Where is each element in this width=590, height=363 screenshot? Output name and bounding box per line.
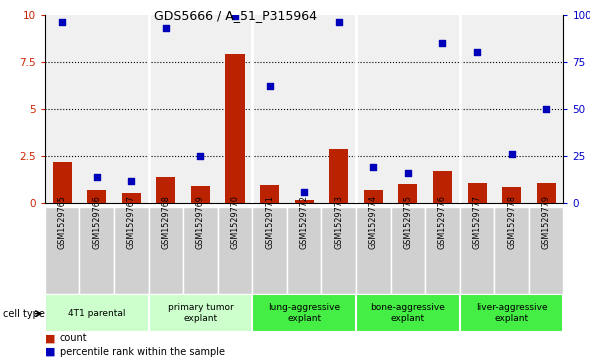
Bar bbox=[433, 171, 452, 203]
Bar bbox=[502, 187, 521, 203]
Bar bbox=[45, 294, 149, 332]
Bar bbox=[149, 294, 253, 332]
Bar bbox=[356, 294, 460, 332]
Bar bbox=[391, 207, 425, 294]
Text: GSM1529768: GSM1529768 bbox=[161, 195, 171, 249]
Point bbox=[57, 19, 67, 25]
Bar bbox=[467, 183, 487, 203]
Text: bone-aggressive
explant: bone-aggressive explant bbox=[371, 303, 445, 323]
Text: GSM1529773: GSM1529773 bbox=[334, 195, 343, 249]
Bar bbox=[253, 207, 287, 294]
Bar bbox=[45, 207, 80, 294]
Text: primary tumor
explant: primary tumor explant bbox=[168, 303, 233, 323]
Point bbox=[126, 178, 136, 184]
Bar bbox=[425, 207, 460, 294]
Text: count: count bbox=[60, 333, 87, 343]
Bar bbox=[529, 207, 563, 294]
Text: GSM1529778: GSM1529778 bbox=[507, 195, 516, 249]
Bar bbox=[114, 207, 149, 294]
Bar bbox=[225, 54, 244, 203]
Bar bbox=[460, 207, 494, 294]
Text: GSM1529777: GSM1529777 bbox=[473, 195, 481, 249]
Bar bbox=[356, 207, 391, 294]
Text: GSM1529770: GSM1529770 bbox=[231, 195, 240, 249]
Bar bbox=[398, 184, 417, 203]
Point bbox=[230, 13, 240, 19]
Text: GSM1529776: GSM1529776 bbox=[438, 195, 447, 249]
Bar bbox=[87, 190, 106, 203]
Text: lung-aggressive
explant: lung-aggressive explant bbox=[268, 303, 340, 323]
Point bbox=[438, 40, 447, 46]
Bar bbox=[53, 162, 71, 203]
Bar bbox=[156, 177, 175, 203]
Text: cell type: cell type bbox=[3, 309, 45, 319]
Bar bbox=[218, 207, 253, 294]
Point bbox=[265, 83, 274, 89]
Point bbox=[472, 49, 481, 55]
Bar bbox=[494, 207, 529, 294]
Text: GSM1529766: GSM1529766 bbox=[92, 195, 101, 249]
Bar bbox=[364, 190, 383, 203]
Text: GSM1529772: GSM1529772 bbox=[300, 195, 309, 249]
Bar bbox=[537, 183, 556, 203]
Point bbox=[334, 19, 343, 25]
Text: ■: ■ bbox=[45, 333, 55, 343]
Bar bbox=[149, 207, 183, 294]
Point bbox=[161, 25, 171, 30]
Text: percentile rank within the sample: percentile rank within the sample bbox=[60, 347, 225, 357]
Point bbox=[542, 106, 551, 112]
Text: GSM1529771: GSM1529771 bbox=[265, 195, 274, 249]
Point bbox=[92, 174, 101, 180]
Bar bbox=[287, 207, 322, 294]
Text: GSM1529774: GSM1529774 bbox=[369, 195, 378, 249]
Bar bbox=[294, 200, 314, 203]
Bar bbox=[183, 207, 218, 294]
Bar bbox=[253, 294, 356, 332]
Bar bbox=[322, 207, 356, 294]
Text: GDS5666 / A_51_P315964: GDS5666 / A_51_P315964 bbox=[155, 9, 317, 22]
Bar bbox=[460, 294, 563, 332]
Text: liver-aggressive
explant: liver-aggressive explant bbox=[476, 303, 548, 323]
Text: 4T1 parental: 4T1 parental bbox=[68, 309, 126, 318]
Point bbox=[299, 189, 309, 195]
Point bbox=[196, 153, 205, 159]
Bar bbox=[260, 185, 279, 203]
Bar bbox=[80, 207, 114, 294]
Text: GSM1529769: GSM1529769 bbox=[196, 195, 205, 249]
Bar bbox=[191, 186, 210, 203]
Point bbox=[507, 151, 516, 157]
Text: ■: ■ bbox=[45, 347, 55, 357]
Text: GSM1529775: GSM1529775 bbox=[404, 195, 412, 249]
Point bbox=[369, 164, 378, 170]
Text: GSM1529779: GSM1529779 bbox=[542, 195, 550, 249]
Bar bbox=[122, 193, 141, 203]
Text: GSM1529767: GSM1529767 bbox=[127, 195, 136, 249]
Bar bbox=[329, 148, 348, 203]
Text: GSM1529765: GSM1529765 bbox=[58, 195, 67, 249]
Point bbox=[403, 170, 412, 176]
